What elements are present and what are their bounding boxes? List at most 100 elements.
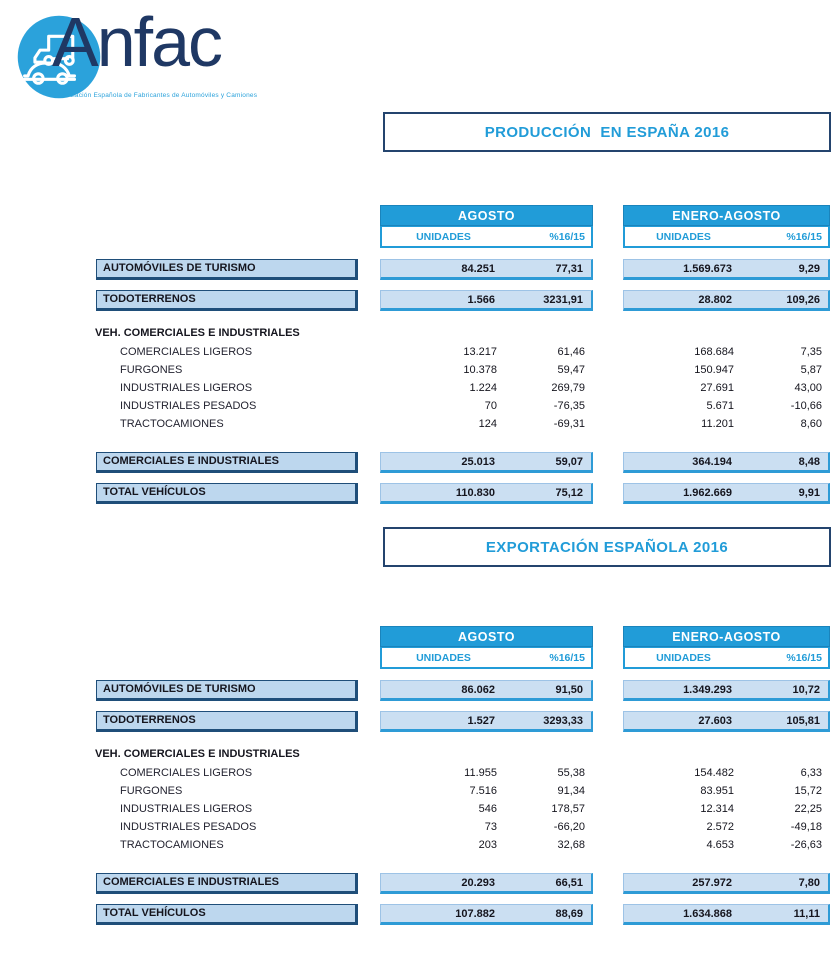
row-label: TOTAL VEHÍCULOS xyxy=(96,483,358,504)
enero-agosto-column-group: ENERO-AGOSTO UNIDADES %16/15 xyxy=(623,205,830,248)
pct-value: 43,00 xyxy=(794,382,822,394)
agosto-values: 7.516 91,34 xyxy=(380,782,593,800)
agosto-values: 84.251 77,31 xyxy=(380,259,593,280)
brand-tagline: Asociación Española de Fabricantes de Au… xyxy=(58,92,258,99)
row-label: FURGONES xyxy=(120,364,183,376)
units-value: 28.802 xyxy=(698,293,732,306)
report-section: EXPORTACIÓN ESPAÑOLA 2016 AGOSTO UNIDADE… xyxy=(0,527,835,925)
agosto-column-group: AGOSTO UNIDADES %16/15 xyxy=(380,626,593,669)
table-row: INDUSTRIALES LIGEROS 1.224 269,79 27.691 43,… xyxy=(0,379,835,397)
table-row: TODOTERRENOS 1.527 3293,33 27.603 105,81 xyxy=(0,711,835,732)
pct-value: 269,79 xyxy=(551,382,585,394)
pct-value: 9,91 xyxy=(798,486,820,499)
pct-value: 178,57 xyxy=(551,803,585,815)
units-value: 27.691 xyxy=(700,382,734,394)
row-label: COMERCIALES E INDUSTRIALES xyxy=(96,873,358,894)
table-row: COMERCIALES E INDUSTRIALES 20.293 66,51 257… xyxy=(0,873,835,894)
agosto-values: 1.527 3293,33 xyxy=(380,711,593,732)
pct-value: 75,12 xyxy=(555,486,583,499)
agosto-values: 203 32,68 xyxy=(380,836,593,854)
pct-value: 3293,33 xyxy=(543,714,583,727)
column-headers: AGOSTO UNIDADES %16/15 ENERO-AGOSTO UNID… xyxy=(0,626,835,669)
period-header-enero-agosto: ENERO-AGOSTO xyxy=(623,205,830,226)
pct-value: 59,47 xyxy=(557,364,585,376)
units-value: 110.830 xyxy=(455,486,495,499)
units-value: 1.527 xyxy=(467,714,495,727)
enero-agosto-values: 5.671 -10,66 xyxy=(623,397,830,415)
column-headers: AGOSTO UNIDADES %16/15 ENERO-AGOSTO UNID… xyxy=(0,205,835,248)
data-table: AGOSTO UNIDADES %16/15 ENERO-AGOSTO UNID… xyxy=(0,626,835,925)
pct-value: 15,72 xyxy=(794,785,822,797)
row-label: FURGONES xyxy=(120,785,183,797)
table-row: TODOTERRENOS 1.566 3231,91 28.802 109,26 xyxy=(0,290,835,311)
enero-agosto-column-group: ENERO-AGOSTO UNIDADES %16/15 xyxy=(623,626,830,669)
units-value: 1.569.673 xyxy=(683,262,732,275)
pct-value: -26,63 xyxy=(790,839,822,851)
enero-agosto-values: 28.802 109,26 xyxy=(623,290,830,311)
units-value: 25.013 xyxy=(461,455,495,468)
agosto-values: 124 -69,31 xyxy=(380,415,593,433)
units-header: UNIDADES xyxy=(656,651,711,664)
row-label: COMERCIALES LIGEROS xyxy=(120,767,253,779)
pct-header: %16/15 xyxy=(549,230,585,243)
brand-name: Anfac xyxy=(52,3,223,81)
report-section: PRODUCCIÓN EN ESPAÑA 2016 AGOSTO UNIDADE… xyxy=(0,112,835,504)
agosto-values: 73 -66,20 xyxy=(380,818,593,836)
period-header-agosto: AGOSTO xyxy=(380,205,593,226)
row-label: INDUSTRIALES PESADOS xyxy=(120,821,257,833)
units-value: 1.962.669 xyxy=(683,486,732,499)
row-label: INDUSTRIALES PESADOS xyxy=(120,400,257,412)
table-row: FURGONES 7.516 91,34 83.951 15,72 xyxy=(0,782,835,800)
agosto-values: 13.217 61,46 xyxy=(380,343,593,361)
row-label: TODOTERRENOS xyxy=(96,290,358,311)
table-rows: AUTOMÓVILES DE TURISMO 84.251 77,31 1.569.6… xyxy=(0,259,835,504)
table-row: AUTOMÓVILES DE TURISMO 84.251 77,31 1.569.6… xyxy=(0,259,835,280)
anfac-logo: Anfac Asociación Española de Fabricantes… xyxy=(16,3,316,110)
subheader-row: UNIDADES %16/15 xyxy=(380,226,593,248)
row-label: AUTOMÓVILES DE TURISMO xyxy=(96,680,358,701)
section-title-box: EXPORTACIÓN ESPAÑOLA 2016 xyxy=(383,527,831,567)
units-value: 257.972 xyxy=(692,876,732,889)
pct-value: 66,51 xyxy=(555,876,583,889)
row-label: TRACTOCAMIONES xyxy=(120,418,224,430)
section-header-row: VEH. COMERCIALES E INDUSTRIALES xyxy=(0,746,835,762)
enero-agosto-values: 1.569.673 9,29 xyxy=(623,259,830,280)
pct-value: 88,69 xyxy=(555,907,583,920)
table-row: INDUSTRIALES LIGEROS 546 178,57 12.314 22,25 xyxy=(0,800,835,818)
units-value: 124 xyxy=(478,418,497,430)
row-label: TOTAL VEHÍCULOS xyxy=(96,904,358,925)
pct-value: 61,46 xyxy=(557,346,585,358)
units-value: 20.293 xyxy=(461,876,495,889)
row-label: INDUSTRIALES LIGEROS xyxy=(120,382,253,394)
table-row: TRACTOCAMIONES 203 32,68 4.653 -26,63 xyxy=(0,836,835,854)
units-value: 4.653 xyxy=(706,839,734,851)
agosto-values: 10.378 59,47 xyxy=(380,361,593,379)
section-title: PRODUCCIÓN EN ESPAÑA 2016 xyxy=(484,123,730,141)
section-title: EXPORTACIÓN ESPAÑOLA 2016 xyxy=(485,538,729,556)
units-value: 203 xyxy=(478,839,497,851)
car-truck-icon xyxy=(17,15,101,99)
row-label: TODOTERRENOS xyxy=(96,711,358,732)
pct-value: 22,25 xyxy=(794,803,822,815)
units-value: 1.349.293 xyxy=(683,683,732,696)
pct-value: 7,80 xyxy=(798,876,820,889)
pct-value: 7,35 xyxy=(800,346,822,358)
enero-agosto-values: 27.691 43,00 xyxy=(623,379,830,397)
units-value: 70 xyxy=(484,400,497,412)
enero-agosto-values: 154.482 6,33 xyxy=(623,764,830,782)
row-label: AUTOMÓVILES DE TURISMO xyxy=(96,259,358,280)
agosto-values: 20.293 66,51 xyxy=(380,873,593,894)
period-header-enero-agosto: ENERO-AGOSTO xyxy=(623,626,830,647)
pct-value: 109,26 xyxy=(786,293,820,306)
row-label: VEH. COMERCIALES E INDUSTRIALES xyxy=(95,748,300,760)
units-value: 12.314 xyxy=(700,803,734,815)
pct-value: 55,38 xyxy=(557,767,585,779)
agosto-values: 86.062 91,50 xyxy=(380,680,593,701)
units-value: 11.955 xyxy=(464,767,497,779)
pct-value: 32,68 xyxy=(557,839,585,851)
units-value: 13.217 xyxy=(463,346,497,358)
pct-value: -76,35 xyxy=(553,400,585,412)
pct-value: 59,07 xyxy=(555,455,583,468)
data-table: AGOSTO UNIDADES %16/15 ENERO-AGOSTO UNID… xyxy=(0,205,835,504)
pct-value: 91,34 xyxy=(557,785,585,797)
